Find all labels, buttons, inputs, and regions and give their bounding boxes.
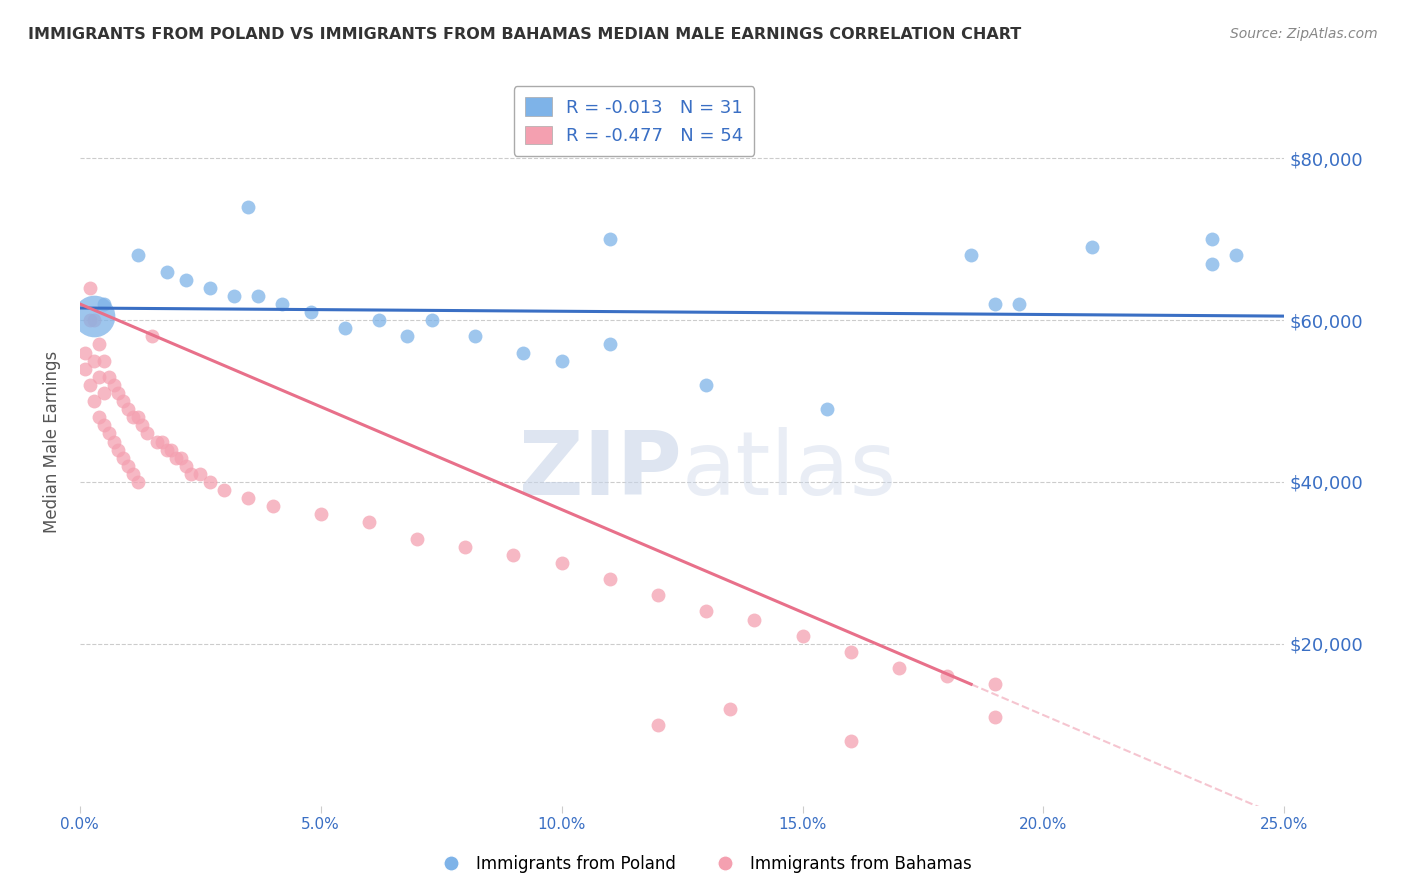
Point [83,394,105,409]
Point [117,402,139,417]
Legend: R = -0.013   N = 31, R = -0.477   N = 54: R = -0.013 N = 31, R = -0.477 N = 54 [513,87,754,156]
Point [420,313,443,327]
Point [93,353,115,368]
Point [198,281,221,295]
Point [406,532,429,546]
Point [103,434,125,449]
Point [839,734,862,748]
Point [222,289,245,303]
Point [112,394,135,409]
Point [984,709,1007,723]
Point [121,467,143,481]
Legend: Immigrants from Poland, Immigrants from Bahamas: Immigrants from Poland, Immigrants from … [427,848,979,880]
Point [396,329,419,343]
Point [89,337,111,351]
Point [238,491,260,505]
Point [744,613,766,627]
Point [357,516,380,530]
Point [103,377,125,392]
Point [146,434,169,449]
Point [1201,232,1223,246]
Point [1201,256,1223,270]
Point [112,450,135,465]
Point [1225,248,1247,262]
Point [83,353,105,368]
Point [1080,240,1102,254]
Point [97,369,120,384]
Point [695,377,717,392]
Point [83,313,105,327]
Point [599,232,621,246]
Point [170,450,193,465]
Point [89,410,111,425]
Point [502,548,524,562]
Y-axis label: Median Male Earnings: Median Male Earnings [44,351,60,533]
Point [214,483,236,497]
Point [79,377,101,392]
Point [174,273,197,287]
Point [180,467,202,481]
Point [271,297,294,311]
Point [695,604,717,618]
Point [127,248,149,262]
Point [1008,297,1031,311]
Point [238,200,260,214]
Point [73,361,96,376]
Point [174,458,197,473]
Point [936,669,959,683]
Point [131,418,153,433]
Point [367,313,389,327]
Point [454,540,477,554]
Point [107,442,129,457]
Text: IMMIGRANTS FROM POLAND VS IMMIGRANTS FROM BAHAMAS MEDIAN MALE EARNINGS CORRELATI: IMMIGRANTS FROM POLAND VS IMMIGRANTS FRO… [28,27,1021,42]
Point [512,345,534,359]
Point [792,629,814,643]
Point [97,426,120,441]
Point [247,289,270,303]
Point [647,717,669,731]
Point [79,281,101,295]
Point [117,458,139,473]
Point [839,645,862,659]
Point [299,305,322,319]
Point [150,434,173,449]
Point [550,556,572,570]
Point [198,475,221,489]
Point [984,297,1007,311]
Point [262,500,284,514]
Point [599,337,621,351]
Point [550,353,572,368]
Point [121,410,143,425]
Point [107,386,129,401]
Point [127,410,149,425]
Point [188,467,211,481]
Point [93,297,115,311]
Point [136,426,159,441]
Point [815,402,838,417]
Text: atlas: atlas [682,427,897,514]
Point [960,248,983,262]
Point [599,572,621,586]
Point [718,701,741,715]
Point [165,450,187,465]
Point [984,677,1007,691]
Text: Source: ZipAtlas.com: Source: ZipAtlas.com [1230,27,1378,41]
Point [73,345,96,359]
Point [127,475,149,489]
Point [141,329,163,343]
Point [647,588,669,602]
Point [309,508,332,522]
Point [83,309,105,323]
Point [79,313,101,327]
Point [155,265,177,279]
Text: ZIP: ZIP [519,427,682,514]
Point [887,661,910,675]
Point [89,369,111,384]
Point [155,442,177,457]
Point [93,418,115,433]
Point [464,329,486,343]
Point [93,386,115,401]
Point [333,321,356,335]
Point [160,442,183,457]
